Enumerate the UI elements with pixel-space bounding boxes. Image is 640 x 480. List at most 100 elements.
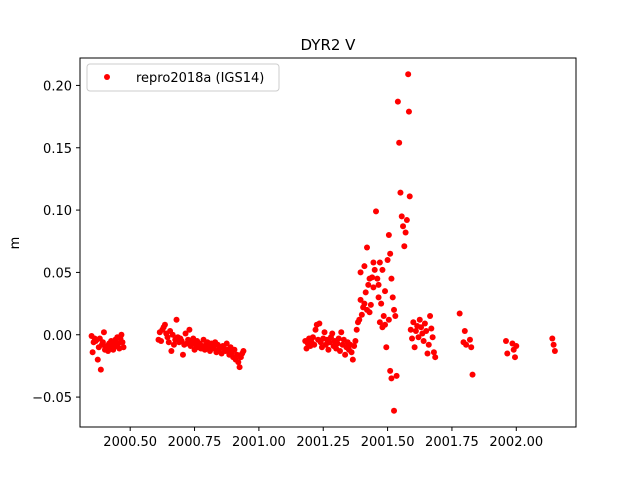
data-point [335,335,342,342]
data-point [100,329,107,336]
data-point [428,325,435,332]
data-point [366,309,373,316]
data-point [170,341,177,348]
data-point [118,331,125,338]
data-point [311,341,318,348]
data-point [367,301,374,308]
data-point [461,328,468,335]
data-point [89,349,96,356]
legend-label: repro2018a (IGS14) [136,71,264,86]
data-point [384,256,391,263]
points-layer [88,71,558,414]
data-point [361,300,368,307]
data-point [385,316,392,323]
data-point [376,319,383,326]
data-point [412,328,419,335]
data-point [551,347,558,354]
chart-title: DYR2 V [301,36,357,54]
data-point [334,340,341,347]
data-point [456,310,463,317]
y-tick-label: 0.05 [43,266,72,281]
data-point [400,223,407,230]
data-point [407,326,414,333]
data-point [468,344,475,351]
x-tick-label: 2001.75 [425,435,479,450]
data-point [168,347,175,354]
data-point [373,208,380,215]
data-point [397,189,404,196]
data-point [415,334,422,341]
plot-area [79,57,577,428]
x-tick-label: 2000.50 [103,435,157,450]
legend-box [86,63,280,92]
data-point [432,354,439,361]
data-point [403,217,410,224]
data-point [424,350,431,357]
legend: repro2018a (IGS14) [86,63,280,92]
data-point [231,346,238,353]
data-point [392,313,399,320]
data-point [511,354,518,361]
data-point [173,316,180,323]
data-point [338,329,345,336]
data-point [164,334,171,341]
data-point [466,336,473,343]
data-point [376,259,383,266]
data-point [421,320,428,327]
data-point [388,275,395,282]
data-point [182,330,189,337]
data-point [358,311,365,318]
data-point [425,341,432,348]
data-point [430,349,437,356]
data-point [99,339,106,346]
data-point [463,341,470,348]
y-tick-label: −0.05 [32,391,72,406]
data-point [375,281,382,288]
y-axis-ticks: −0.05 0.00 0.05 0.10 0.15 0.20 [32,79,80,406]
data-point [410,319,417,326]
data-point [409,335,416,342]
y-axis-label: m [8,237,23,250]
y-tick-label: 0.10 [43,204,72,219]
x-tick-label: 2001.50 [361,435,415,450]
x-axis-ticks: 2000.50 2000.75 2001.00 2001.25 2001.50 2001.… [103,427,543,450]
data-point [378,300,385,307]
data-point [374,275,381,282]
data-point [370,259,377,266]
x-tick-label: 2000.75 [168,435,222,450]
data-point [427,313,434,320]
data-point [391,407,398,414]
x-tick-label: 2001.25 [296,435,350,450]
data-point [357,269,364,276]
y-tick-label: 0.20 [43,79,72,94]
legend-marker [104,74,110,80]
data-point [401,243,408,250]
data-point [240,347,247,354]
data-point [385,232,392,239]
data-point [363,244,370,251]
data-point [236,364,243,371]
data-point [235,359,242,366]
data-point [402,229,409,236]
data-point [375,294,382,301]
data-point [97,366,104,373]
data-point [370,284,377,291]
data-point [371,266,378,273]
data-point [394,98,401,105]
data-point [309,334,316,341]
data-point [391,306,398,313]
data-point [379,266,386,273]
data-point [353,326,360,333]
data-point [365,281,372,288]
data-point [352,337,359,344]
data-point [326,339,333,346]
data-point [329,330,336,337]
data-point [406,193,413,200]
data-point [119,339,126,346]
data-point [513,342,520,349]
y-tick-label: 0.00 [43,329,72,344]
data-point [502,337,509,344]
data-point [321,329,328,336]
data-point [316,320,323,327]
